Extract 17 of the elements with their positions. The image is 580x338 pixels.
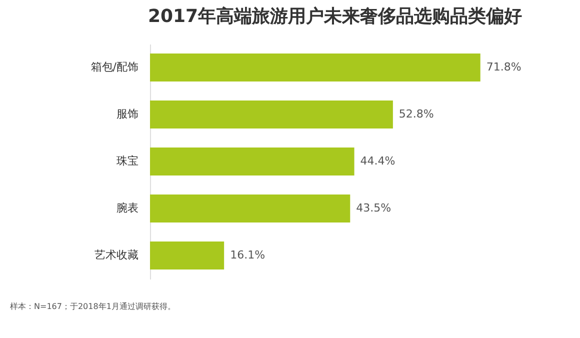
bar — [150, 100, 393, 128]
data-label: 71.8% — [486, 60, 522, 74]
data-label: 43.5% — [356, 202, 392, 214]
bar — [150, 148, 354, 176]
chart-title: 2017年高端旅游用户未来奢侈品选购品类偏好 — [148, 6, 522, 27]
data-label: 16.1% — [230, 248, 266, 262]
y-tick-label: 服饰 — [116, 108, 138, 120]
bar — [150, 194, 350, 222]
y-tick-label: 珠宝 — [116, 154, 138, 168]
y-tick-label: 艺术收藏 — [94, 248, 138, 262]
y-tick-label: 箱包/配饰 — [90, 60, 138, 74]
text: 样本：N=167；于2018年1月通过调研获得。 — [10, 302, 176, 311]
bar — [150, 54, 480, 82]
data-label: 44.4% — [360, 154, 396, 168]
bar — [150, 242, 224, 270]
data-label: 52.8% — [398, 108, 434, 120]
y-tick-label: 腕表 — [116, 202, 138, 214]
